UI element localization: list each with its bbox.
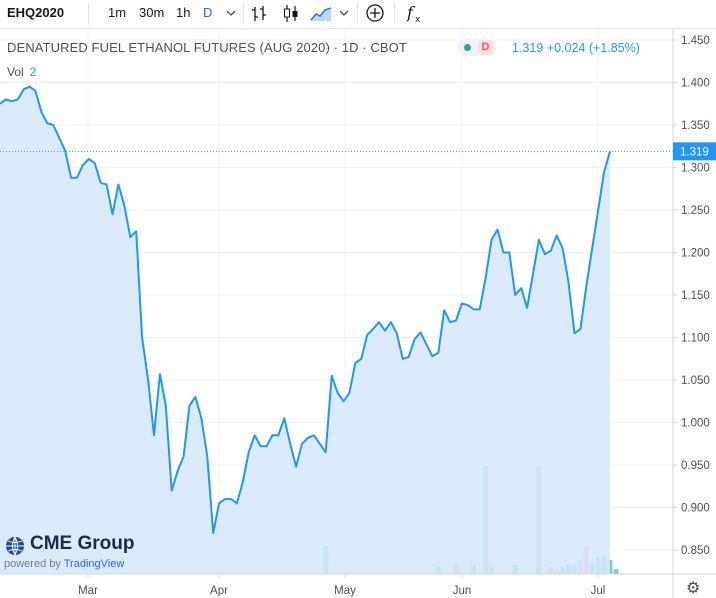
interval-d[interactable]: D [203, 5, 213, 20]
volume-value: 2 [29, 65, 37, 79]
toolbar-divider [357, 3, 358, 25]
svg-text:f: f [406, 3, 416, 22]
powered-by[interactable]: powered by TradingView [4, 558, 124, 570]
powered-by-label: powered by [4, 558, 61, 570]
last-price-badge-bg [673, 142, 716, 161]
y-tick-label: 1.350 [681, 120, 710, 132]
candles-icon[interactable] [282, 0, 300, 28]
price-axis: 1.450 1.400 1.350 1.300 1.250 1.200 1.150 1.100… [673, 35, 710, 557]
y-tick-label: 0.850 [681, 545, 710, 557]
y-tick-label: 1.200 [681, 248, 710, 260]
area-chart-icon[interactable] [310, 0, 332, 28]
price-change-pct: (+1.85%) [588, 41, 640, 55]
indicator-pill[interactable]: D [457, 39, 497, 56]
toolbar-divider [394, 3, 395, 25]
tradingview-link[interactable]: TradingView [63, 558, 125, 570]
volume-bar [613, 569, 619, 574]
chart-title: DENATURED FUEL ETHANOL FUTURES (AUG 2020… [7, 40, 407, 55]
cme-logo-text: CME Group [30, 533, 135, 554]
last-price-badge: 1.319 [673, 142, 716, 161]
bar-chart-icon[interactable] [251, 0, 269, 28]
last-price-badge-label: 1.319 [680, 146, 709, 158]
price-area [0, 86, 610, 574]
y-tick-label: 0.950 [681, 460, 710, 472]
svg-text:x: x [415, 15, 421, 25]
chevron-down-icon[interactable] [339, 0, 349, 28]
interval-1m[interactable]: 1m [108, 5, 127, 20]
volume-label: Vol [7, 65, 24, 79]
time-axis: Mar Apr May Jun Jul [78, 574, 605, 597]
y-tick-label: 1.250 [681, 205, 710, 217]
symbol-search[interactable]: EHQ2020 [7, 5, 65, 20]
price-line [0, 85, 611, 534]
y-tick-label: 1.050 [681, 375, 710, 387]
y-tick-label: 1.400 [681, 78, 710, 90]
toolbar-divider [243, 3, 244, 25]
x-tick-label: Jul [591, 585, 606, 597]
cme-logo[interactable]: CME Group [4, 533, 135, 563]
x-tick-label: Jun [453, 585, 472, 597]
y-tick-label: 1.450 [681, 35, 710, 47]
volume-legend: Vol 2 [7, 65, 36, 79]
last-price-value: 1.319 [512, 41, 544, 55]
x-tick-label: May [334, 585, 356, 597]
cme-globe-icon [6, 536, 24, 556]
chevron-down-icon[interactable] [226, 0, 236, 28]
plus-circle-icon[interactable] [366, 0, 386, 28]
interval-30m[interactable]: 30m [139, 5, 165, 20]
y-tick-label: 1.300 [681, 163, 710, 175]
price-readout: 1.319 +0.024 (+1.85%) [512, 41, 640, 55]
y-tick-label: 1.100 [681, 333, 710, 345]
price-chart[interactable]: 1.450 1.400 1.350 1.300 1.250 1.200 1.150 1.100… [0, 29, 716, 598]
x-tick-label: Mar [78, 585, 98, 597]
y-tick-label: 0.900 [681, 503, 710, 515]
y-tick-label: 1.150 [681, 290, 710, 302]
price-change: +0.024 [546, 41, 586, 55]
x-tick-label: Apr [210, 585, 228, 597]
toolbar-divider [88, 3, 89, 25]
delay-badge: D [478, 40, 493, 55]
gear-icon[interactable]: ⚙ [686, 580, 701, 597]
interval-1h[interactable]: 1h [176, 5, 191, 20]
status-dot-icon [464, 44, 471, 51]
y-tick-label: 1.000 [681, 418, 710, 430]
